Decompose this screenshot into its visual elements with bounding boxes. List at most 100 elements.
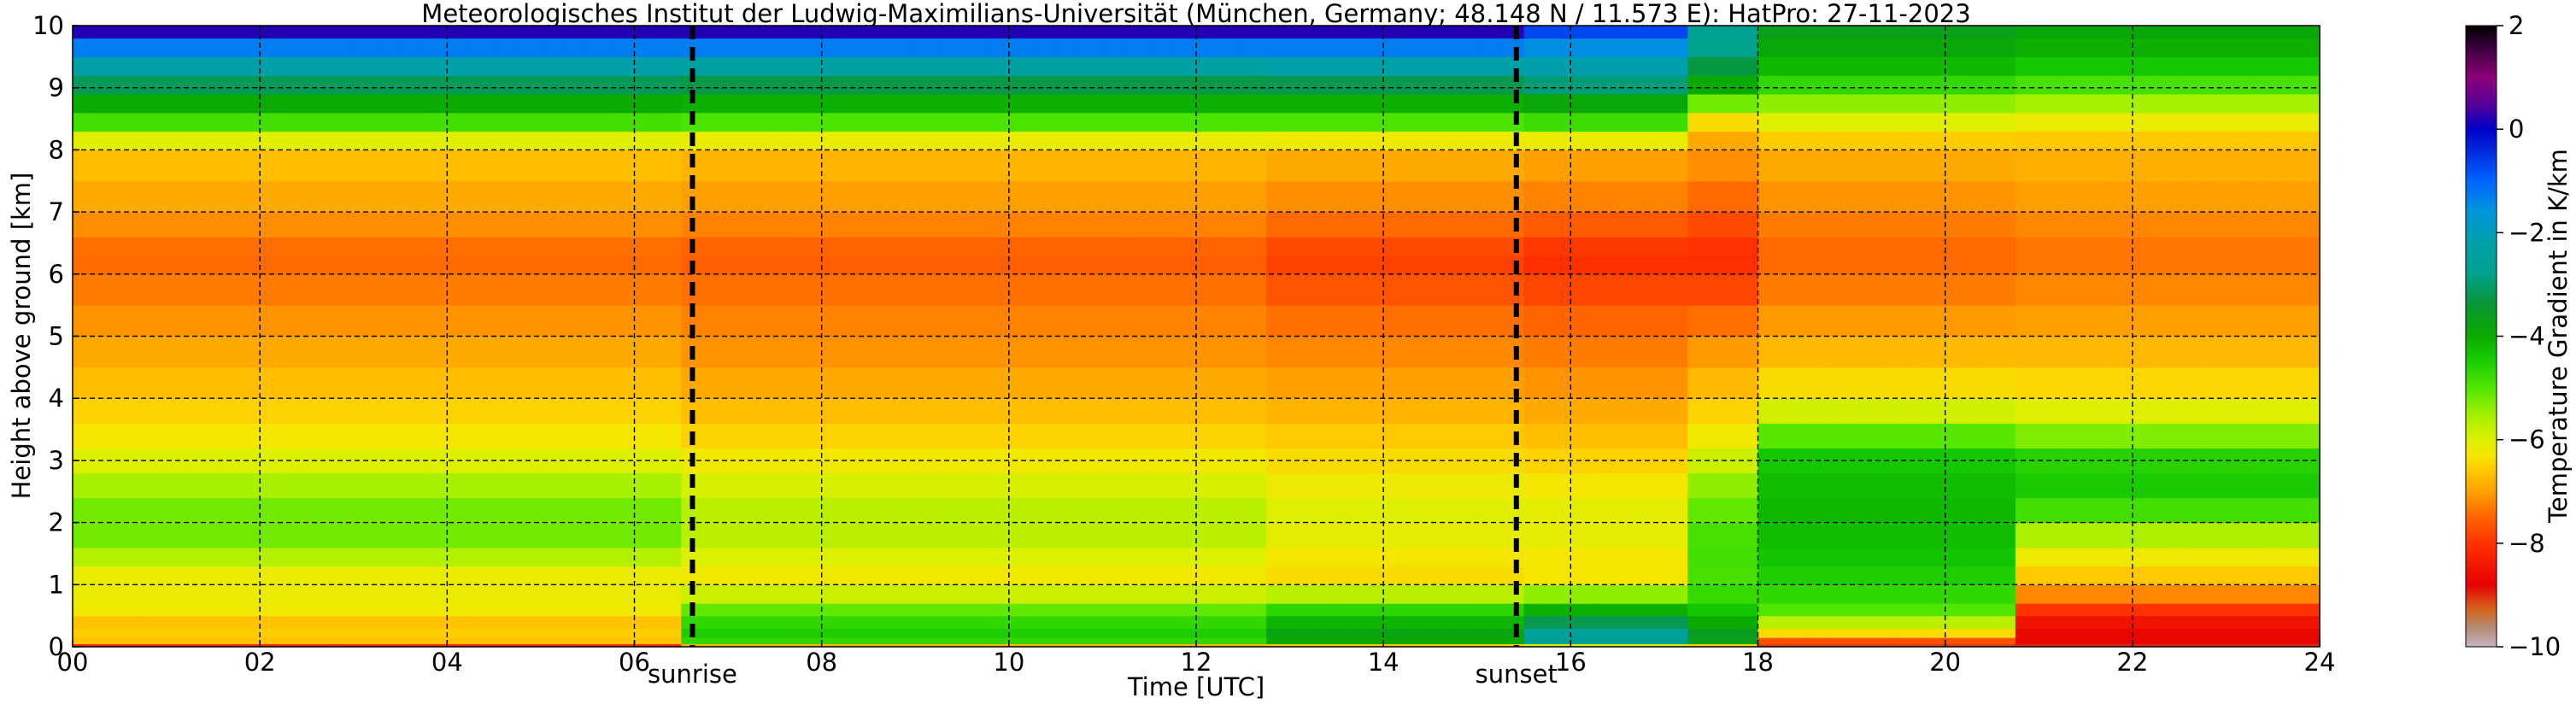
heatmap-cell [1851,643,1876,647]
heatmap-cell [377,584,402,604]
heatmap-cell [494,26,519,39]
heatmap-cell [611,93,636,114]
heatmap-cell [1593,566,1618,585]
heatmap-cell [1570,603,1595,617]
heatmap-cell [1008,398,1033,424]
heatmap-cell [447,150,472,182]
heatmap-cell [1079,150,1104,182]
heatmap-cell [774,255,799,275]
heatmap-cell [2132,305,2156,337]
heatmap-cell [1687,26,1712,39]
heatmap-cell [1851,180,1876,213]
heatmap-cell [1242,237,1267,256]
heatmap-cell [1781,398,1805,424]
heatmap-cell [1593,628,1618,638]
heatmap-cell [540,615,565,629]
heatmap-cell [611,212,636,238]
heatmap-cell [2179,398,2203,424]
heatmap-cell [1125,367,1150,399]
heatmap-cell [798,305,823,337]
heatmap-cell [821,56,846,76]
heatmap-cell [1219,38,1244,57]
heatmap-cell [2109,472,2133,499]
heatmap-cell [587,336,612,368]
heatmap-cell [1383,643,1408,647]
heatmap-cell [2179,38,2203,57]
heatmap-cell [2039,93,2063,114]
heatmap-cell [260,180,285,213]
heatmap-cell [447,423,472,449]
heatmap-cell [1383,637,1408,644]
heatmap-cell [2249,628,2274,638]
heatmap-cell [704,637,729,644]
heatmap-cell [1804,522,1829,549]
heatmap-cell [1710,180,1735,213]
heatmap-cell [1242,38,1267,57]
heatmap-cell [189,637,214,644]
heatmap-cell [1359,212,1384,238]
heatmap-cell [236,547,261,567]
heatmap-cell [1945,336,1969,368]
heatmap-cell [1593,38,1618,57]
heatmap-cell [1453,423,1478,449]
heatmap-cell [1640,75,1665,95]
heatmap-cell [1429,547,1454,567]
heatmap-cell [1406,637,1431,644]
heatmap-cell [1781,584,1805,604]
heatmap-cell [189,75,214,95]
heatmap-cell [587,637,612,644]
heatmap-cell [1804,584,1829,604]
heatmap-cell [1757,637,1782,644]
heatmap-cell [1945,305,1969,337]
heatmap-cell [2249,112,2274,132]
heatmap-cell [2273,615,2297,629]
heatmap-cell [1500,305,1525,337]
heatmap-cell [915,398,940,424]
heatmap-cell [236,56,261,76]
heatmap-cell [283,56,308,76]
heatmap-cell [283,237,308,256]
heatmap-cell [1757,398,1782,424]
heatmap-cell [2226,628,2250,638]
heatmap-cell [1242,273,1267,306]
heatmap-cell [962,637,987,644]
heatmap-cell [1710,237,1735,256]
heatmap-cell [1945,212,1969,238]
heatmap-cell [494,367,519,399]
heatmap-cell [1102,628,1127,638]
heatmap-cell [1476,305,1501,337]
heatmap-cell [845,566,870,585]
heatmap-cell [2109,522,2133,549]
heatmap-cell [423,603,448,617]
heatmap-cell [1828,603,1852,617]
heatmap-cell [1289,628,1314,638]
heatmap-cell [2132,38,2156,57]
heatmap-cell [704,38,729,57]
heatmap-cell [868,150,893,182]
heatmap-cell [1055,305,1080,337]
heatmap-cell [1500,615,1525,629]
heatmap-cell [1079,472,1104,499]
heatmap-cell [1242,497,1267,524]
heatmap-cell [470,615,495,629]
heatmap-cell [143,398,167,424]
heatmap-cell [1453,367,1478,399]
heatmap-cell [1757,497,1782,524]
heatmap-cell [728,150,753,182]
heatmap-cell [1453,26,1478,39]
heatmap-cell [1196,448,1220,474]
heatmap-cell [540,472,565,499]
heatmap-cell [1922,615,1946,629]
heatmap-cell [681,615,706,629]
heatmap-cell [1922,112,1946,132]
heatmap-cell [587,566,612,585]
heatmap-cell [283,75,308,95]
heatmap-cell [1383,615,1408,629]
heatmap-cell [119,305,144,337]
heatmap-cell [1570,237,1595,256]
heatmap-cell [587,56,612,76]
heatmap-cell [2039,497,2063,524]
heatmap-cell [938,26,963,39]
heatmap-cell [1172,131,1197,150]
heatmap-cell [1617,93,1642,114]
